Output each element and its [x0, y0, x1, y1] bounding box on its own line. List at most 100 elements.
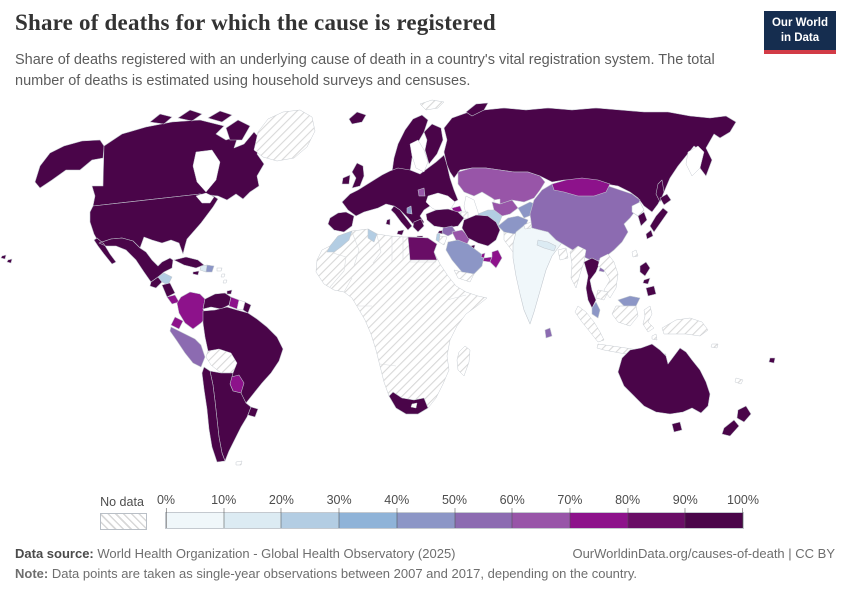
- region-uruguay[interactable]: [247, 406, 259, 418]
- region-cambodia-no-data[interactable]: [595, 289, 609, 301]
- owid-logo-line1: Our World: [771, 17, 828, 29]
- region-jamaica[interactable]: [192, 270, 200, 276]
- region-jordan-no-data[interactable]: [438, 235, 448, 246]
- region-kashmir-no-data[interactable]: [523, 220, 534, 230]
- region-thailand[interactable]: [583, 257, 601, 309]
- region-hawaii[interactable]: [0, 254, 13, 264]
- region-italy[interactable]: [390, 205, 413, 231]
- region-cuba[interactable]: [173, 256, 205, 269]
- region-solomon-no-data[interactable]: [710, 343, 719, 349]
- legend-swatch[interactable]: [627, 513, 686, 528]
- region-new-caledonia-no-data[interactable]: [734, 377, 744, 385]
- region-malaysia[interactable]: [591, 295, 641, 319]
- region-new-guinea-no-data[interactable]: [661, 317, 709, 337]
- region-novaya-zemlya[interactable]: [465, 102, 489, 117]
- region-turkey[interactable]: [425, 208, 465, 229]
- region-japan[interactable]: [645, 193, 672, 240]
- region-australia[interactable]: [617, 343, 711, 433]
- region-kazakhstan[interactable]: [457, 167, 546, 205]
- region-africa-no-data[interactable]: [315, 228, 488, 415]
- legend-no-data-swatch[interactable]: [100, 513, 147, 530]
- great-lakes: [195, 192, 215, 204]
- region-sri-lanka[interactable]: [544, 327, 553, 339]
- legend-swatch[interactable]: [569, 513, 628, 528]
- region-madagascar-no-data[interactable]: [456, 345, 471, 377]
- region-saudi-arabia[interactable]: [445, 239, 485, 275]
- region-lesser-antilles-no-data[interactable]: [220, 273, 228, 284]
- region-alaska[interactable]: [34, 139, 105, 189]
- legend-swatch[interactable]: [281, 513, 340, 528]
- region-egypt[interactable]: [407, 236, 438, 261]
- region-greenland-no-data[interactable]: [253, 109, 316, 162]
- baltic-sea: [409, 139, 429, 173]
- legend-swatch[interactable]: [223, 513, 282, 528]
- legend-no-data-label: No data: [100, 495, 144, 509]
- region-albania[interactable]: [406, 205, 413, 215]
- region-ecuador[interactable]: [170, 316, 184, 330]
- region-trinidad[interactable]: [226, 289, 233, 295]
- region-puerto-rico[interactable]: [216, 267, 223, 272]
- note-label: Note:: [15, 566, 49, 581]
- region-moldova[interactable]: [417, 187, 426, 197]
- africa-internal-borders: [329, 231, 467, 367]
- data-source-text: World Health Organization - Global Healt…: [93, 546, 456, 561]
- region-oman[interactable]: [489, 249, 503, 269]
- region-sicily[interactable]: [396, 229, 405, 236]
- legend-swatch[interactable]: [512, 513, 570, 528]
- region-honduras[interactable]: [157, 272, 173, 286]
- region-iran[interactable]: [461, 214, 501, 247]
- region-greece[interactable]: [412, 218, 425, 233]
- owid-logo-line2: in Data: [780, 31, 820, 44]
- region-arctic-islands[interactable]: [149, 109, 251, 141]
- region-myanmar-no-data[interactable]: [569, 245, 587, 289]
- region-mongolia[interactable]: [551, 177, 611, 197]
- chart-subtitle: Share of deaths registered with an under…: [15, 52, 715, 89]
- region-nicaragua[interactable]: [161, 282, 176, 298]
- region-mexico[interactable]: [93, 237, 174, 283]
- note-text: Data points are taken as single-year obs…: [48, 566, 637, 581]
- region-iberia[interactable]: [327, 211, 355, 233]
- region-venezuela[interactable]: [202, 292, 232, 310]
- region-tunisia[interactable]: [367, 228, 378, 243]
- credit-link[interactable]: OurWorldinData.org/causes-of-death | CC …: [572, 546, 835, 561]
- legend-swatch[interactable]: [396, 513, 455, 528]
- region-south-africa[interactable]: [388, 391, 429, 415]
- region-qatar[interactable]: [480, 252, 486, 259]
- region-guatemala[interactable]: [149, 276, 163, 289]
- hudson-bay: [192, 149, 221, 193]
- region-fiji[interactable]: [768, 357, 776, 364]
- region-taiwan-no-data[interactable]: [631, 249, 639, 258]
- region-yemen-no-data[interactable]: [453, 269, 475, 283]
- owid-logo[interactable]: Our World in Data: [763, 11, 836, 54]
- region-nepal[interactable]: [536, 239, 557, 252]
- region-dominican-republic[interactable]: [205, 264, 215, 273]
- region-new-zealand[interactable]: [721, 405, 752, 437]
- region-bangladesh-no-data[interactable]: [557, 247, 569, 261]
- sea-of-okhotsk: [685, 145, 705, 177]
- region-finland[interactable]: [423, 123, 444, 165]
- page-title: Share of deaths for which the cause is r…: [15, 10, 496, 35]
- region-iceland[interactable]: [348, 111, 367, 125]
- region-svalbard-no-data[interactable]: [419, 99, 445, 111]
- region-south-korea[interactable]: [637, 211, 648, 227]
- legend-swatch[interactable]: [685, 513, 744, 528]
- lesotho: [410, 402, 418, 409]
- region-falklands-no-data[interactable]: [235, 460, 243, 466]
- region-north-korea[interactable]: [631, 201, 645, 217]
- region-peru[interactable]: [169, 326, 206, 368]
- legend-color-bar[interactable]: [165, 512, 744, 529]
- data-source-line: Data source: World Health Organization -…: [15, 546, 456, 561]
- note-line: Note: Data points are taken as single-ye…: [15, 566, 637, 581]
- region-ireland[interactable]: [341, 174, 351, 185]
- region-chile[interactable]: [201, 366, 226, 463]
- region-morocco[interactable]: [326, 230, 353, 253]
- region-laos-vietnam-no-data[interactable]: [597, 253, 619, 299]
- region-uk[interactable]: [351, 162, 365, 189]
- region-sardinia[interactable]: [385, 218, 391, 226]
- legend-swatch[interactable]: [454, 513, 513, 528]
- region-philippines[interactable]: [639, 261, 657, 297]
- legend-swatch[interactable]: [339, 513, 397, 528]
- legend-swatch[interactable]: [166, 513, 224, 528]
